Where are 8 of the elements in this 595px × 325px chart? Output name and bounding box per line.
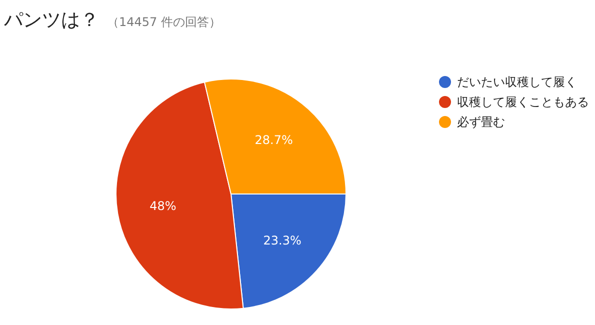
legend-label: 必ず畳む	[457, 115, 505, 130]
chart-subtitle: （14457 件の回答）	[107, 15, 221, 29]
chart-title: パンツは？	[4, 9, 99, 31]
legend-label: 収穫して履くこともある	[457, 95, 589, 110]
data-label: 48%	[150, 198, 176, 213]
data-label: 23.3%	[263, 233, 302, 248]
legend-label: だいたい収穫して履く	[457, 75, 577, 90]
data-label: 28.7%	[254, 133, 293, 148]
